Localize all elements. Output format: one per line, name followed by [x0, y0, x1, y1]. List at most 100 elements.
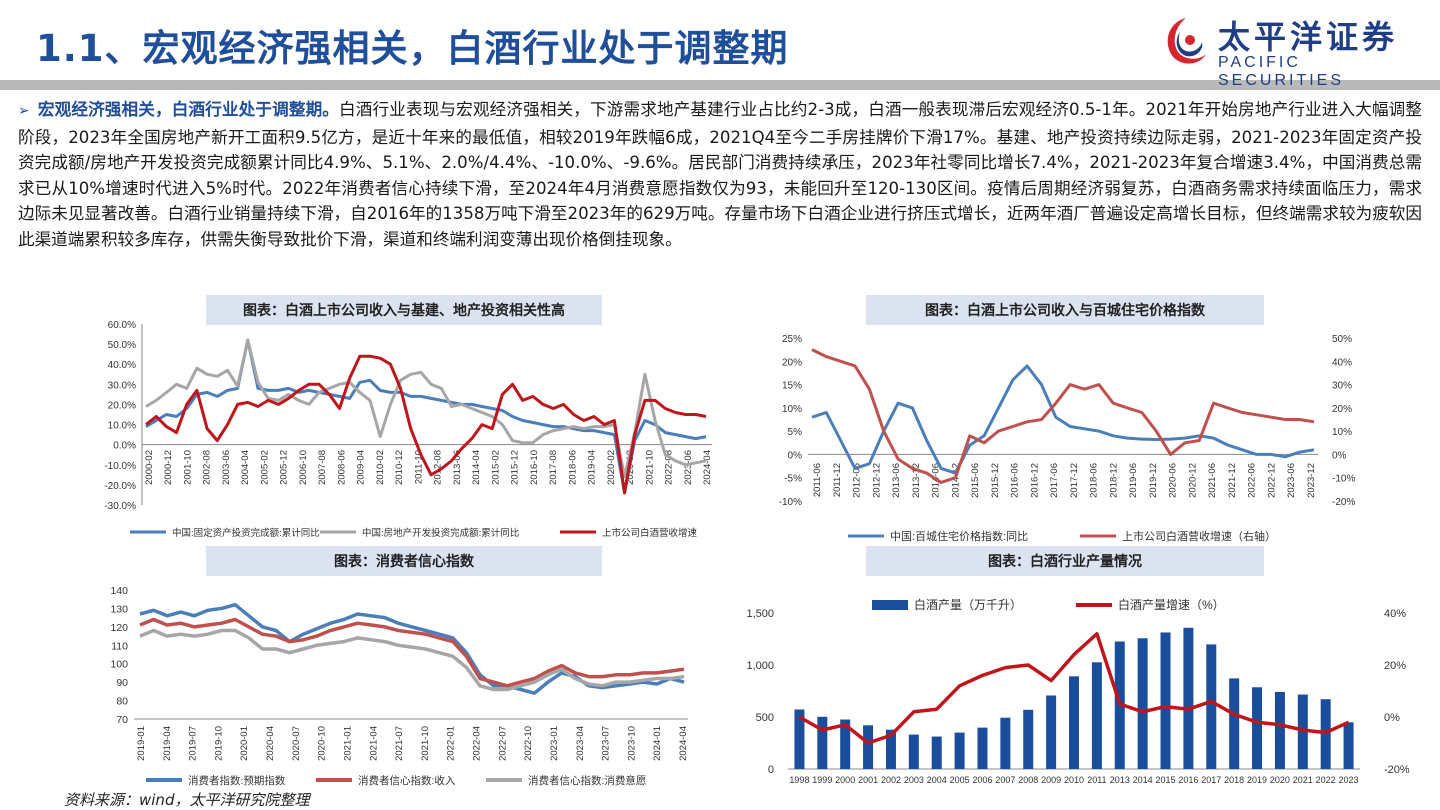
x-tick-label: 2023-06	[1286, 463, 1297, 498]
legend-label-1: 消费者信心指数:收入	[358, 774, 456, 787]
x-tick-label: 2007	[995, 775, 1015, 785]
x-tick-label: 2020-04	[265, 726, 276, 761]
x-tick-label: 2024-04	[678, 726, 689, 761]
y-tick-label: -10.0%	[104, 461, 136, 472]
x-tick-label: 2014-04	[471, 450, 482, 485]
x-tick-label: 2016	[1178, 775, 1198, 785]
x-tick-label: 2019-06	[1128, 463, 1139, 498]
x-tick-label: 2023-06	[683, 450, 694, 485]
y-tick-label: 0.0%	[113, 441, 136, 452]
x-tick-label: 2018-12	[1108, 463, 1119, 498]
y-tick-label: 70	[116, 714, 128, 726]
x-tick-label: 2000	[835, 775, 855, 785]
paragraph-lead: 宏观经济强相关，白酒行业处于调整期。	[37, 100, 340, 119]
x-tick-label: 2022-06	[1247, 463, 1258, 498]
x-tick-label: 2020-10	[317, 726, 328, 761]
bar	[1183, 627, 1194, 769]
y-tick-label: -30.0%	[104, 501, 136, 512]
caption-chart-4: 图表：白酒行业产量情况	[866, 546, 1264, 576]
x-tick-label: 2021-10	[644, 450, 655, 485]
bar	[1046, 695, 1057, 769]
y-left-tick-label: 1,000	[746, 660, 774, 672]
x-tick-label: 2021-12	[1227, 463, 1238, 498]
series-line-2	[145, 354, 707, 495]
x-tick-label: 2024-01	[652, 726, 663, 761]
bar	[1343, 722, 1354, 769]
y-right-tick-label: -10%	[1332, 474, 1355, 485]
x-tick-label: 2015-12	[990, 463, 1001, 498]
x-tick-label: 2018	[1224, 775, 1244, 785]
x-tick-label: 2020-02	[606, 450, 617, 485]
bar	[908, 734, 919, 769]
x-tick-label: 2000-12	[163, 450, 174, 485]
bar	[1137, 638, 1148, 769]
x-tick-label: 2017	[1201, 775, 1221, 785]
series-line-2	[139, 628, 685, 692]
y-tick-label: 10.0%	[108, 421, 136, 432]
y-right-tick-label: 10%	[1332, 427, 1352, 438]
x-tick-label: 2017-08	[548, 450, 559, 485]
legend-label-1: 上市公司白酒营收增速（右轴）	[1122, 529, 1276, 543]
x-tick-label: 2003	[904, 775, 924, 785]
bar	[954, 732, 965, 769]
bar	[1023, 709, 1034, 769]
y-left-tick-label: 0	[768, 764, 774, 776]
source-note: 资料来源：wind，太平洋研究院整理	[64, 791, 310, 809]
x-tick-label: 2011-06	[812, 463, 823, 497]
x-tick-label: 2022-01	[446, 726, 457, 761]
x-tick-label: 2006	[972, 775, 992, 785]
y-tick-label: 140	[110, 585, 128, 597]
x-tick-label: 2010-02	[375, 450, 386, 485]
x-tick-label: 2005-02	[259, 450, 270, 485]
x-tick-label: 2001-10	[182, 450, 193, 485]
y-tick-label: 80	[116, 696, 128, 708]
x-tick-label: 2011-12	[832, 463, 843, 497]
caption-chart-2: 图表：白酒上市公司收入与百城住宅价格指数	[866, 295, 1264, 325]
bar	[977, 727, 988, 769]
y-right-tick-label: 50%	[1332, 334, 1352, 345]
y-tick-label: 40.0%	[108, 360, 136, 371]
x-tick-label: 1998	[789, 775, 809, 785]
legend-label-0: 中国:固定资产投资完成额:累计同比	[172, 527, 320, 539]
x-tick-label: 2019-12	[1148, 463, 1159, 498]
x-tick-label: 2007-08	[317, 450, 328, 485]
x-tick-label: 2021	[1293, 775, 1313, 785]
x-tick-label: 2019-01	[136, 726, 147, 761]
y-tick-label: 100	[110, 659, 128, 671]
x-tick-label: 2010-12	[394, 450, 405, 485]
x-tick-label: 2021-04	[368, 726, 379, 761]
x-tick-label: 2013-06	[452, 450, 463, 485]
x-tick-label: 2019-07	[188, 726, 199, 761]
bar	[1206, 644, 1217, 769]
x-tick-label: 2016-06	[1010, 463, 1021, 498]
y-right-tick-label: 20%	[1332, 404, 1352, 415]
x-tick-label: 2009	[1041, 775, 1061, 785]
x-tick-label: 2021-07	[394, 726, 405, 761]
y-left-tick-label: -5%	[784, 474, 802, 485]
x-tick-label: 2017-06	[1049, 463, 1060, 498]
x-tick-label: 2009-04	[356, 450, 367, 485]
y-left-tick-label: 20%	[782, 357, 802, 368]
x-tick-label: 2020-06	[1168, 463, 1179, 498]
y-tick-label: 50.0%	[108, 340, 136, 351]
bar	[863, 725, 874, 769]
y-tick-label: 90	[116, 677, 128, 689]
x-tick-label: 2020	[1270, 775, 1290, 785]
bullet-arrow-icon: ➢	[18, 103, 30, 119]
y-left-tick-label: 1,500	[746, 608, 774, 620]
bar	[1274, 691, 1285, 769]
legend-label-2: 上市公司白酒营收增速	[602, 527, 698, 539]
x-tick-label: 2023-07	[601, 726, 612, 761]
x-tick-label: 2022-10	[523, 726, 534, 761]
bar	[1160, 632, 1171, 769]
x-tick-label: 2002	[881, 775, 901, 785]
y-left-tick-label: 5%	[788, 427, 803, 438]
x-tick-label: 2023-10	[626, 726, 637, 761]
x-tick-label: 1999	[812, 775, 832, 785]
x-tick-label: 2018-06	[1089, 463, 1100, 498]
x-tick-label: 2015	[1156, 775, 1176, 785]
x-tick-label: 2024-04	[702, 450, 713, 485]
x-tick-label: 2005-12	[279, 450, 290, 485]
y-tick-label: 60.0%	[108, 320, 136, 331]
